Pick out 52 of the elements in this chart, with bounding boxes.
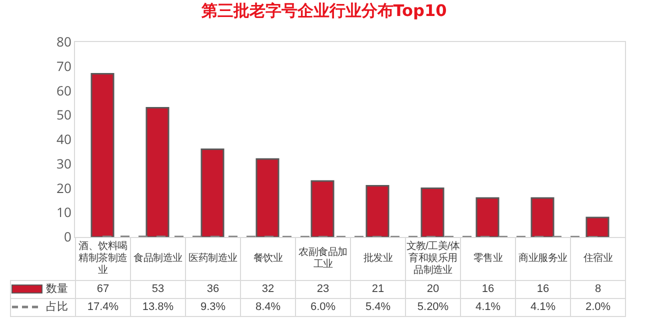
data-label: 8.4%: [240, 298, 296, 316]
bar: [586, 216, 610, 237]
data-label: 16: [516, 280, 570, 298]
x-tick-label: 农副食品加工业: [296, 238, 350, 280]
data-label: 8: [570, 280, 626, 298]
data-label: 23: [296, 280, 350, 298]
bar: [366, 185, 390, 237]
bar: [530, 197, 554, 237]
data-label: 20: [406, 280, 460, 298]
y-tick-label: 70: [56, 56, 72, 75]
data-label: 13.8%: [130, 298, 186, 316]
bar: [310, 180, 334, 237]
y-tick-label: 0: [64, 228, 72, 246]
x-tick-label: 批发业: [350, 238, 406, 280]
y-tick-label: 20: [56, 178, 72, 197]
x-tick-label: 酒、饮料喝精制茶制造业: [76, 238, 130, 280]
data-label: 32: [240, 280, 296, 298]
x-tick-label: 商业服务业: [516, 238, 570, 280]
y-tick-label: 50: [56, 106, 72, 124]
bar: [200, 148, 224, 237]
legend-label: 占比: [46, 301, 68, 313]
data-label: 4.1%: [460, 298, 516, 316]
data-label: 21: [350, 280, 406, 298]
bar: [420, 188, 444, 237]
y-tick-label: 60: [56, 81, 72, 100]
bar: [256, 158, 280, 237]
x-tick-label: 文教/工美/体育和娱乐用品制造业: [406, 238, 460, 280]
bar: [90, 72, 114, 237]
data-label: 5.4%: [350, 298, 406, 316]
data-label: 2.0%: [570, 298, 626, 316]
x-tick-label: 住宿业: [570, 238, 626, 280]
data-label: 67: [76, 280, 130, 298]
data-label: 4.1%: [516, 298, 570, 316]
chart-title: 第三批老字号企业行业分布Top10: [200, 1, 447, 20]
data-label: 5.20%: [406, 298, 460, 316]
bar: [476, 197, 500, 237]
x-tick-label: 零售业: [460, 238, 516, 280]
data-label: 36: [186, 280, 240, 298]
data-label: 16: [460, 280, 516, 298]
data-label: 6.0%: [296, 298, 350, 316]
y-tick-label: 80: [56, 32, 72, 51]
bar: [146, 107, 170, 237]
legend-label: 数量: [46, 283, 68, 295]
x-tick-label: 医药制造业: [186, 238, 240, 280]
data-label: 9.3%: [186, 298, 240, 316]
x-tick-label: 食品制造业: [130, 238, 186, 280]
y-tick-label: 30: [56, 154, 72, 172]
x-tick-label: 餐饮业: [240, 238, 296, 280]
data-label: 17.4%: [76, 298, 130, 316]
y-tick-label: 10: [56, 203, 72, 222]
y-tick-label: 40: [56, 130, 72, 148]
data-label: 53: [130, 280, 186, 298]
